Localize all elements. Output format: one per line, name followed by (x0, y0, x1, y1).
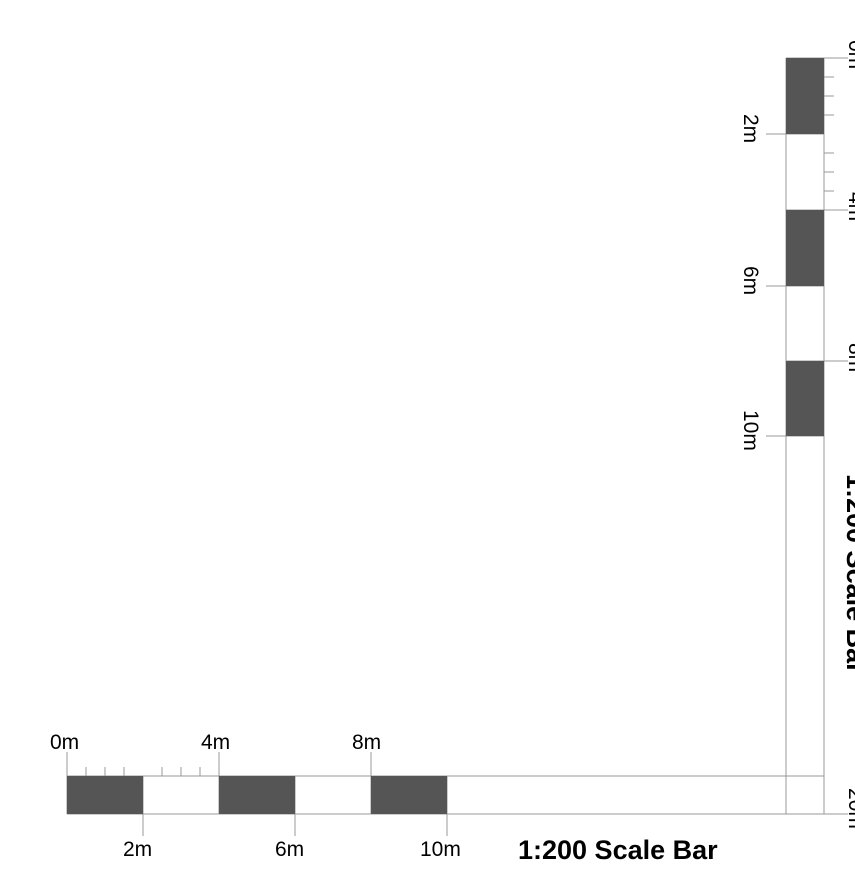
h-segment-dark-8 (371, 776, 447, 814)
v-segment-dark-4 (786, 210, 824, 286)
h-label-2m: 2m (123, 838, 152, 861)
v-label-0m: 0m (844, 40, 855, 69)
horizontal-scale-bar: 0m 4m 8m 2m 6m 10m 1:200 Scale Bar (50, 731, 825, 865)
vertical-scale-bar: 2m 6m 10m 0m 4m 8m 1:200 Scale Bar 20m (739, 40, 855, 829)
v-label-6m: 6m (739, 266, 762, 295)
v-minor-ticks (824, 76, 834, 192)
h-scale-title: 1:200 Scale Bar (518, 835, 718, 865)
v-label-10m: 10m (739, 410, 762, 451)
h-segment-dark-4 (219, 776, 295, 814)
v-segment-dark-0 (786, 58, 824, 134)
h-label-8m: 8m (352, 731, 381, 754)
h-label-0m: 0m (50, 731, 79, 754)
v-scale-title: 1:200 Scale Bar (841, 474, 855, 674)
v-label-2m: 2m (739, 114, 762, 143)
v-segment-dark-8 (786, 361, 824, 436)
h-label-10m: 10m (420, 838, 461, 861)
h-label-4m: 4m (201, 731, 230, 754)
v-label-4m: 4m (844, 192, 855, 221)
h-label-6m: 6m (275, 838, 304, 861)
v-label-8m: 8m (844, 343, 855, 372)
h-minor-ticks (85, 767, 201, 776)
h-segment-dark-0 (67, 776, 143, 814)
v-label-20m: 20m (844, 788, 855, 829)
